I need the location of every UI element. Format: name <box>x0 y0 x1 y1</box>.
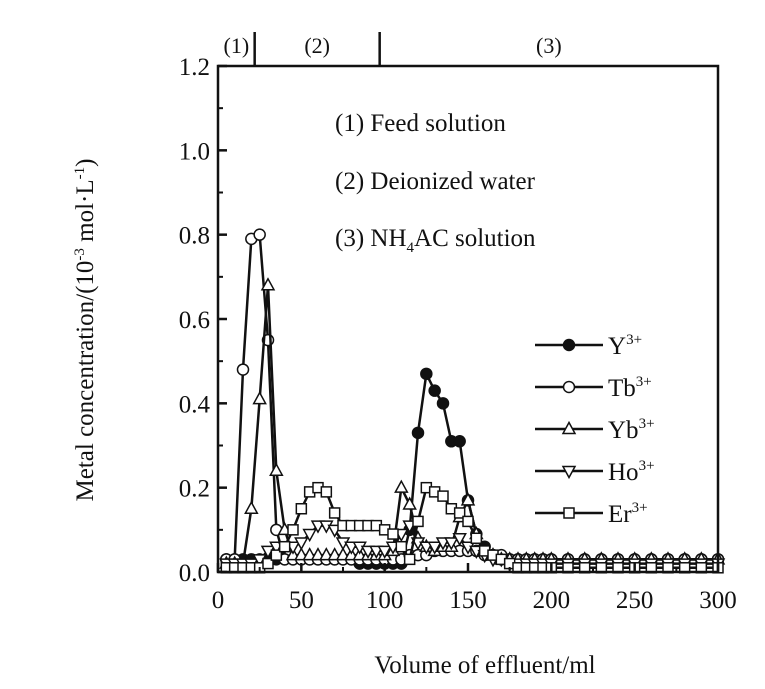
y-tick-label: 0.8 <box>179 223 210 250</box>
legend-label: Y3+ <box>608 332 642 360</box>
x-tick-label: 150 <box>449 587 487 614</box>
legend-item: Er3+ <box>535 500 648 528</box>
y-tick-label: 1.0 <box>179 138 210 165</box>
data-point <box>436 397 450 410</box>
legend-item: Y3+ <box>535 332 642 360</box>
y-axis-label: Metal concentration/(10-3 mol·L-1) <box>72 159 99 502</box>
annotation-1: (1) Feed solution <box>335 110 506 137</box>
y-tick-label: 0.4 <box>179 391 211 418</box>
legend-label: Ho3+ <box>608 458 655 486</box>
data-point <box>462 515 474 528</box>
data-point <box>236 363 250 376</box>
legend-marker <box>562 338 576 352</box>
region-label: (3) <box>536 33 562 58</box>
data-point <box>444 537 459 551</box>
x-tick-label: 0 <box>212 587 225 614</box>
legend-label: Yb3+ <box>608 416 655 444</box>
data-point <box>437 490 449 502</box>
data-point <box>295 503 308 515</box>
annotation-2: (2) Deionized water <box>335 168 536 195</box>
y-tick-label: 1.2 <box>179 54 210 81</box>
data-point <box>302 528 317 543</box>
data-point <box>294 537 309 551</box>
y-tick-label: 0.2 <box>179 476 210 503</box>
x-axis-label: Volume of effluent/ml <box>374 652 595 679</box>
legend-label: Er3+ <box>608 500 648 528</box>
annotations: (1) Feed solution (2) Deionized water (3… <box>335 110 536 256</box>
data-point <box>420 367 433 381</box>
data-point <box>377 545 392 559</box>
legend-item: Ho3+ <box>535 458 655 486</box>
data-point <box>269 462 284 477</box>
legend-label: Tb3+ <box>608 374 652 402</box>
data-point <box>287 524 299 536</box>
y-tick-label: 0.0 <box>179 560 210 587</box>
legend: Y3+ Tb3+ Yb3+ Ho3+ Er3+ <box>535 332 655 528</box>
data-point <box>460 492 476 506</box>
data-point <box>411 426 425 440</box>
data-point <box>260 277 276 291</box>
series-layer <box>219 228 726 574</box>
data-point <box>262 557 274 570</box>
data-point <box>244 500 259 514</box>
region-label: (1) <box>224 33 250 58</box>
data-point <box>394 479 409 493</box>
legend-marker <box>561 420 577 435</box>
data-point <box>395 540 408 553</box>
data-point <box>270 549 283 561</box>
legend-item: Tb3+ <box>535 374 652 402</box>
data-point <box>428 384 441 397</box>
x-tick-label: 100 <box>366 587 404 614</box>
data-point <box>412 515 424 528</box>
region-label: (2) <box>304 33 330 58</box>
legend-marker <box>563 507 575 519</box>
data-point <box>427 541 442 555</box>
data-point <box>253 228 266 241</box>
y-tick-label: 0.6 <box>179 307 210 334</box>
region-markers: (1) (2) (3) <box>224 32 562 66</box>
data-point <box>453 507 466 519</box>
data-point <box>453 435 466 448</box>
data-point <box>403 553 416 566</box>
axes: 0 50 100 150 200 250 300 0.0 0.2 0.4 0.6 0.8 1.0 1.2 <box>179 54 737 614</box>
data-point <box>328 507 341 519</box>
data-point <box>387 528 399 540</box>
data-point <box>278 540 291 553</box>
x-tick-label: 50 <box>289 587 314 614</box>
x-tick-label: 250 <box>616 587 654 614</box>
data-point <box>320 486 333 498</box>
series-er <box>220 481 724 574</box>
x-tick-label: 300 <box>699 587 737 614</box>
data-point <box>402 496 417 510</box>
data-point <box>470 532 483 545</box>
legend-marker <box>562 380 576 394</box>
legend-marker <box>561 465 577 480</box>
data-point <box>452 533 467 547</box>
axis-titles: Volume of effluent/ml Metal concentratio… <box>72 159 596 679</box>
annotation-3: (3) 4NH4AC solution <box>335 225 536 256</box>
data-point <box>252 391 267 405</box>
legend-item: Yb3+ <box>535 416 655 444</box>
x-tick-label: 200 <box>533 587 571 614</box>
